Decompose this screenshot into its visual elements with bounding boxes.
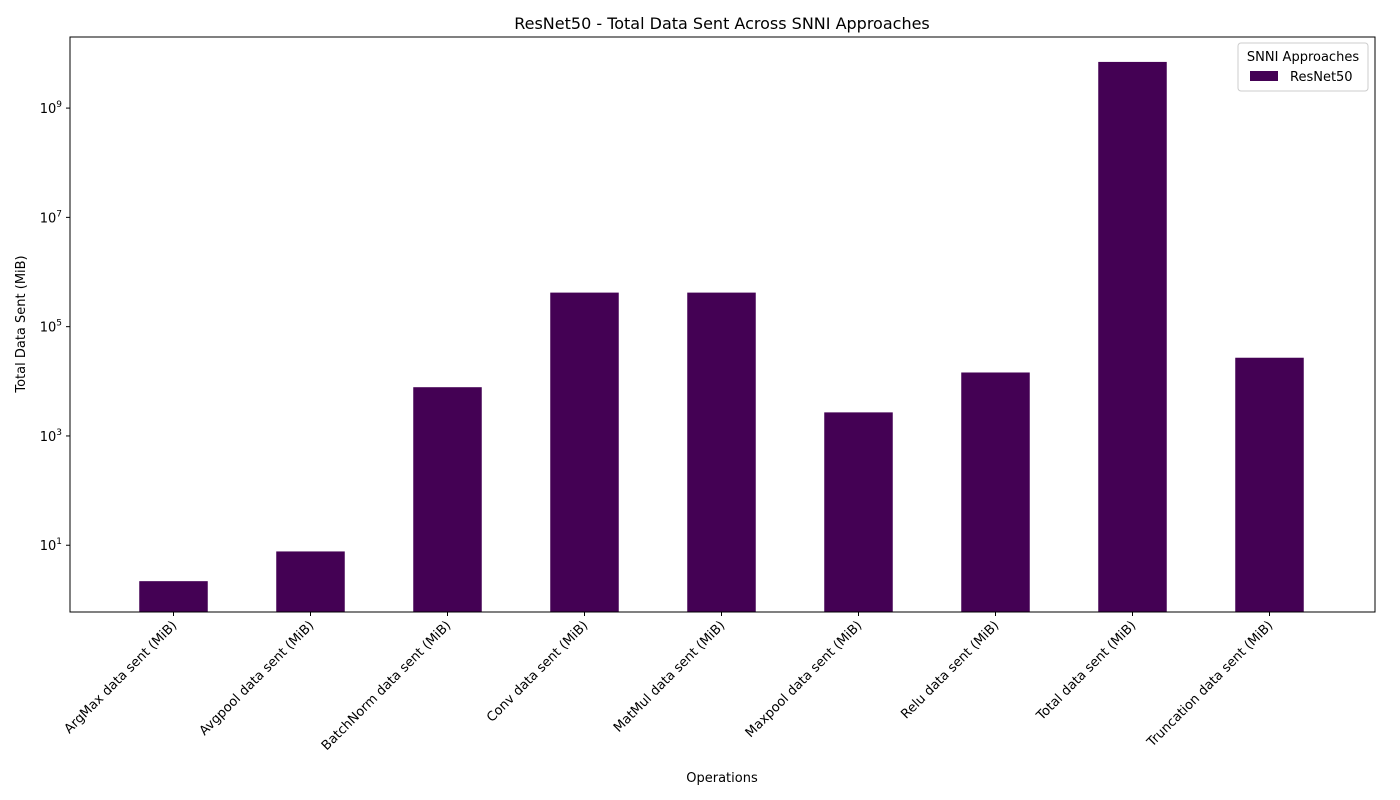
x-tick-label-8: Truncation data sent (MiB) [1144, 618, 1277, 751]
y-tick-label-4: 109 [40, 100, 63, 117]
bar-4 [687, 292, 756, 612]
bar-2 [413, 387, 482, 612]
bar-0 [139, 581, 208, 612]
y-axis-label: Total Data Sent (MiB) [14, 255, 29, 393]
x-axis: ArgMax data sent (MiB) Avgpool data sent … [62, 612, 1277, 754]
x-tick-label-6: Relu data sent (MiB) [898, 618, 1002, 722]
y-tick-label-1: 103 [40, 428, 62, 445]
bar-7 [1098, 61, 1167, 613]
x-tick-label-1: Avgpool data sent (MiB) [197, 618, 318, 739]
y-axis: 101 103 105 107 109 [40, 100, 70, 554]
bar-3 [550, 292, 619, 612]
y-tick-label-2: 105 [40, 319, 62, 336]
bar-8 [1235, 357, 1304, 612]
bar-5 [824, 412, 893, 612]
bar-6 [961, 372, 1030, 612]
x-tick-label-7: Total data sent (MiB) [1033, 618, 1139, 724]
y-tick-label-3: 107 [40, 209, 62, 226]
x-tick-label-4: MatMul data sent (MiB) [611, 618, 728, 735]
x-axis-label: Operations [686, 771, 758, 786]
legend: SNNI Approaches ResNet50 [1237, 42, 1369, 92]
legend-title: SNNI Approaches [1247, 50, 1359, 65]
legend-swatch [1250, 71, 1278, 81]
x-tick-label-3: Conv data sent (MiB) [484, 618, 591, 725]
y-tick-label-0: 101 [40, 537, 62, 554]
x-tick-label-2: BatchNorm data sent (MiB) [319, 618, 454, 753]
legend-entry-label: ResNet50 [1290, 70, 1353, 85]
plot-frame [69, 36, 1376, 613]
chart-title: ResNet50 - Total Data Sent Across SNNI A… [514, 14, 930, 33]
bar-1 [276, 551, 345, 612]
bars-layer [139, 61, 1304, 613]
x-tick-label-0: ArgMax data sent (MiB) [62, 618, 181, 737]
x-tick-label-5: Maxpool data sent (MiB) [743, 618, 866, 741]
